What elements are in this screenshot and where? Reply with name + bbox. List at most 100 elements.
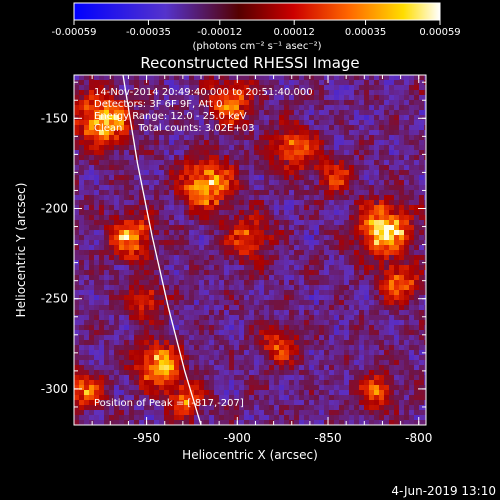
heatmap-cell	[334, 120, 339, 125]
heatmap-cell	[379, 150, 384, 155]
heatmap-cell	[359, 365, 364, 370]
heatmap-cell	[379, 90, 384, 95]
heatmap-cell	[254, 415, 259, 420]
heatmap-cell	[394, 210, 399, 215]
heatmap-cell	[134, 395, 139, 400]
heatmap-cell	[314, 345, 319, 350]
heatmap-cell	[224, 345, 229, 350]
heatmap-cell	[159, 285, 164, 290]
heatmap-cell	[99, 315, 104, 320]
heatmap-cell	[269, 250, 274, 255]
heatmap-cell	[304, 90, 309, 95]
heatmap-cell	[204, 410, 209, 415]
heatmap-cell	[349, 375, 354, 380]
heatmap-cell	[74, 390, 79, 395]
heatmap-cell	[294, 315, 299, 320]
heatmap-cell	[274, 405, 279, 410]
heatmap-cell	[304, 355, 309, 360]
heatmap-cell	[169, 180, 174, 185]
heatmap-cell	[404, 295, 409, 300]
heatmap-cell	[284, 240, 289, 245]
heatmap-cell	[184, 260, 189, 265]
heatmap-cell	[279, 240, 284, 245]
heatmap-cell	[299, 240, 304, 245]
heatmap-cell	[74, 320, 79, 325]
heatmap-cell	[214, 195, 219, 200]
colorbar-gradient	[73, 2, 441, 21]
heatmap-cell	[269, 355, 274, 360]
heatmap-cell	[349, 80, 354, 85]
heatmap-cell	[389, 155, 394, 160]
heatmap-cell	[354, 240, 359, 245]
heatmap-cell	[424, 245, 426, 250]
heatmap-cell	[189, 200, 194, 205]
heatmap-cell	[139, 255, 144, 260]
heatmap-cell	[399, 265, 404, 270]
heatmap-cell	[309, 165, 314, 170]
heatmap-cell	[104, 355, 109, 360]
heatmap-cell	[359, 345, 364, 350]
heatmap-cell	[254, 255, 259, 260]
heatmap-cell	[214, 185, 219, 190]
heatmap-cell	[204, 135, 209, 140]
heatmap-cell	[419, 185, 424, 190]
heatmap-cell	[404, 410, 409, 415]
heatmap-cell	[154, 220, 159, 225]
heatmap-cell	[209, 350, 214, 355]
heatmap-cell	[129, 280, 134, 285]
heatmap-cell	[364, 170, 369, 175]
heatmap-cell	[189, 285, 194, 290]
heatmap-cell	[289, 410, 294, 415]
heatmap-cell	[389, 385, 394, 390]
heatmap-cell	[229, 270, 234, 275]
heatmap-cell	[114, 280, 119, 285]
heatmap-cell	[319, 145, 324, 150]
heatmap-cell	[224, 290, 229, 295]
heatmap-cell	[249, 260, 254, 265]
heatmap-cell	[74, 335, 79, 340]
heatmap-cell	[74, 125, 79, 130]
heatmap-cell	[124, 115, 129, 120]
heatmap-cell	[309, 80, 314, 85]
heatmap-cell	[269, 235, 274, 240]
heatmap-cell	[114, 405, 119, 410]
heatmap-cell	[319, 250, 324, 255]
heatmap-cell	[304, 345, 309, 350]
heatmap-cell	[404, 260, 409, 265]
heatmap-cell	[174, 345, 179, 350]
heatmap-cell	[244, 370, 249, 375]
heatmap-cell	[194, 195, 199, 200]
heatmap-cell	[214, 270, 219, 275]
heatmap-cell	[244, 395, 249, 400]
heatmap-cell	[294, 130, 299, 135]
heatmap-cell	[239, 160, 244, 165]
heatmap-cell	[294, 200, 299, 205]
heatmap-cell	[104, 325, 109, 330]
heatmap-cell	[174, 420, 179, 425]
heatmap-cell	[369, 280, 374, 285]
heatmap-cell	[219, 310, 224, 315]
heatmap-cell	[289, 225, 294, 230]
heatmap-cell	[134, 375, 139, 380]
heatmap-cell	[239, 380, 244, 385]
heatmap-cell	[359, 290, 364, 295]
heatmap-cell	[299, 385, 304, 390]
heatmap-cell	[374, 310, 379, 315]
heatmap-cell	[139, 390, 144, 395]
heatmap-cell	[344, 200, 349, 205]
heatmap-cell	[324, 240, 329, 245]
heatmap-cell	[339, 210, 344, 215]
heatmap-cell	[199, 205, 204, 210]
heatmap-cell	[359, 100, 364, 105]
heatmap-cell	[174, 105, 179, 110]
heatmap-cell	[139, 265, 144, 270]
heatmap-cell	[229, 190, 234, 195]
heatmap-cell	[319, 315, 324, 320]
heatmap-cell	[89, 95, 94, 100]
heatmap-cell	[359, 170, 364, 175]
heatmap-cell	[394, 375, 399, 380]
heatmap-cell	[349, 95, 354, 100]
heatmap-cell	[244, 95, 249, 100]
heatmap-cell	[279, 350, 284, 355]
heatmap-cell	[394, 190, 399, 195]
